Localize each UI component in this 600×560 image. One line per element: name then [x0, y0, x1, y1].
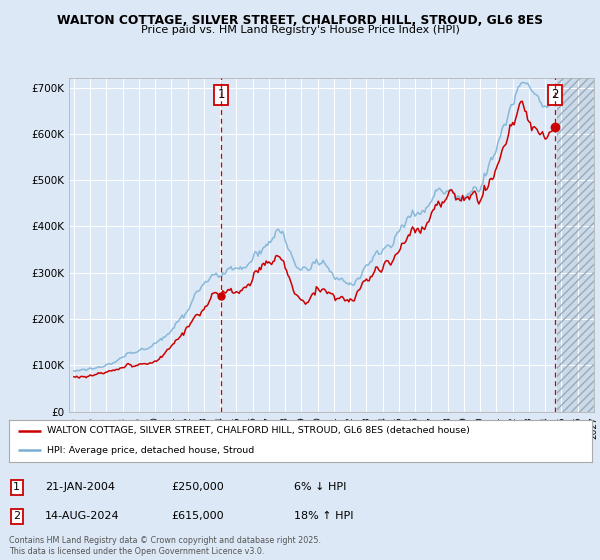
Bar	[557, 78, 594, 412]
Text: Contains HM Land Registry data © Crown copyright and database right 2025.
This d: Contains HM Land Registry data © Crown c…	[9, 536, 321, 556]
Text: £250,000: £250,000	[171, 482, 224, 492]
Text: 18% ↑ HPI: 18% ↑ HPI	[294, 511, 353, 521]
Text: 1: 1	[13, 482, 20, 492]
Text: 21-JAN-2004: 21-JAN-2004	[45, 482, 115, 492]
Text: Price paid vs. HM Land Registry's House Price Index (HPI): Price paid vs. HM Land Registry's House …	[140, 25, 460, 35]
Text: 14-AUG-2024: 14-AUG-2024	[45, 511, 119, 521]
Text: HPI: Average price, detached house, Stroud: HPI: Average price, detached house, Stro…	[47, 446, 254, 455]
Text: 2: 2	[551, 88, 559, 101]
Bar	[557, 78, 594, 412]
Text: 1: 1	[217, 88, 225, 101]
Text: WALTON COTTAGE, SILVER STREET, CHALFORD HILL, STROUD, GL6 8ES: WALTON COTTAGE, SILVER STREET, CHALFORD …	[57, 14, 543, 27]
Text: 2: 2	[13, 511, 20, 521]
Text: £615,000: £615,000	[171, 511, 224, 521]
Text: WALTON COTTAGE, SILVER STREET, CHALFORD HILL, STROUD, GL6 8ES (detached house): WALTON COTTAGE, SILVER STREET, CHALFORD …	[47, 426, 470, 435]
Text: 6% ↓ HPI: 6% ↓ HPI	[294, 482, 346, 492]
